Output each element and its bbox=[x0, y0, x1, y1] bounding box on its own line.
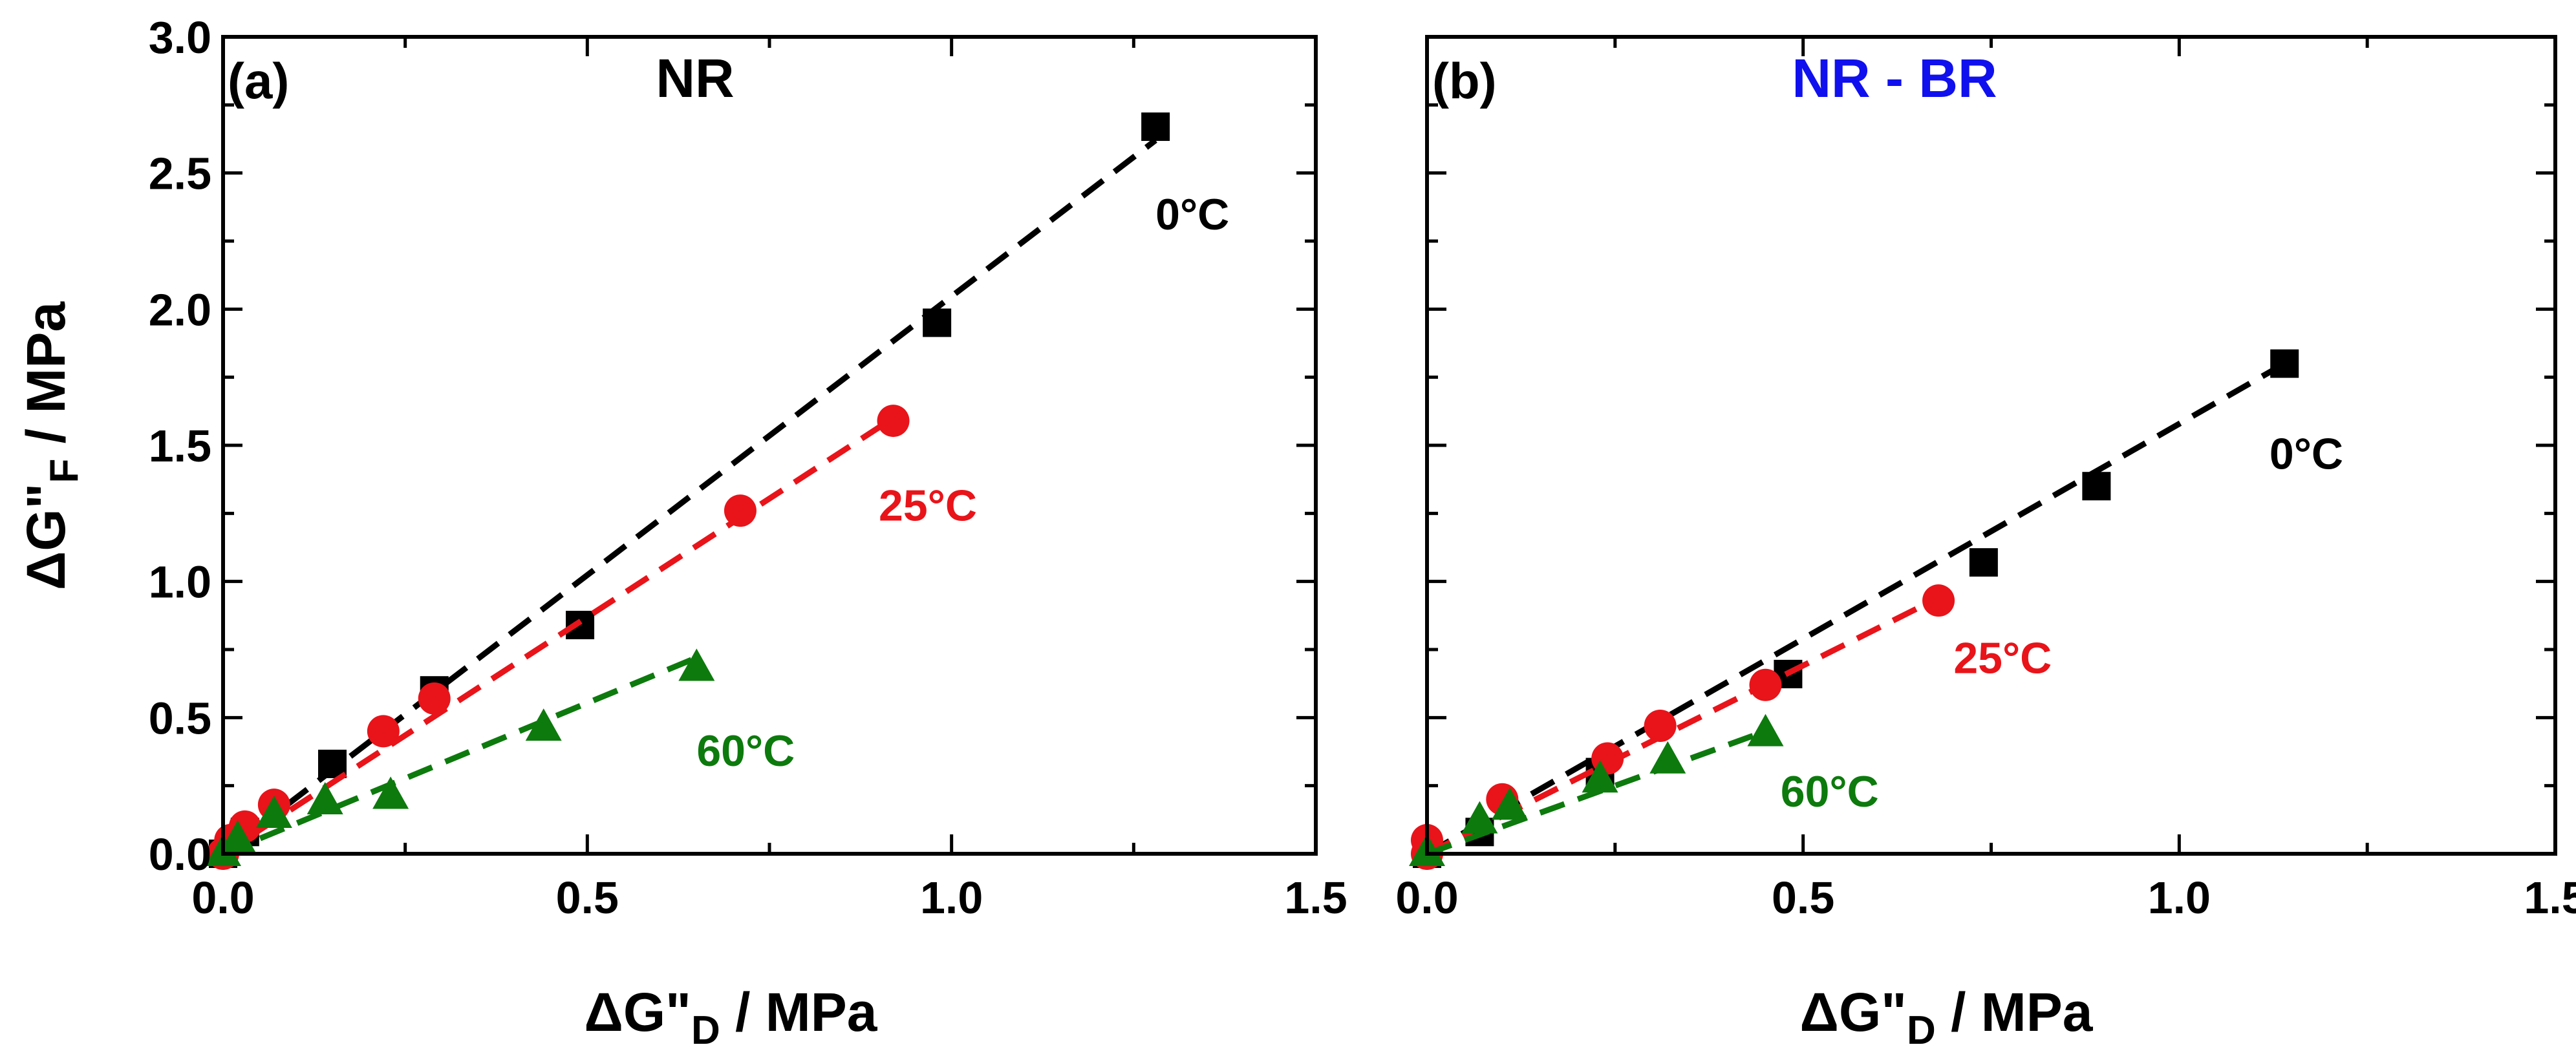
series-triangle-point bbox=[306, 781, 343, 814]
series-square-point bbox=[2082, 472, 2111, 501]
series-circle-point bbox=[1644, 709, 1677, 742]
x-tick-label: 0.0 bbox=[1395, 873, 1458, 923]
y-tick-label: 2.0 bbox=[149, 284, 211, 335]
y-tick-label: 0.5 bbox=[149, 693, 211, 743]
series-square-point bbox=[1969, 548, 1998, 577]
panel-a-title: NR bbox=[656, 48, 734, 109]
series-triangle-label: 60°C bbox=[696, 726, 795, 776]
panel-b-series-labels: 0°C 25°C 60°C bbox=[1781, 430, 2343, 816]
panel-a: 0.0 0.5 1.0 1.5 2.0 2.5 3.0 0.0 0.5 1.0 1.5 0°C 25… bbox=[16, 12, 1347, 1053]
series-triangle-point bbox=[219, 820, 256, 852]
panel-b-label: (b) bbox=[1432, 52, 1497, 109]
series-circle-point bbox=[724, 494, 757, 527]
x-tick-label: 0.0 bbox=[191, 873, 254, 923]
series-square-point bbox=[923, 308, 952, 337]
y-tick-label: 1.0 bbox=[149, 557, 211, 608]
panel-a-x-axis-title: ΔG"D / MPa bbox=[584, 982, 877, 1053]
series-triangle-point bbox=[1461, 801, 1498, 834]
series-triangle-label: 60°C bbox=[1781, 767, 1879, 816]
y-tick-label: 3.0 bbox=[149, 12, 211, 63]
panel-a-axis-ticks bbox=[221, 35, 1318, 856]
panel-a-y-tick-labels: 0.0 0.5 1.0 1.5 2.0 2.5 3.0 bbox=[149, 12, 211, 880]
panel-b-axis-ticks bbox=[1425, 35, 2557, 856]
series-triangle-fit-line bbox=[222, 655, 698, 857]
series-circle-fit-line bbox=[221, 416, 895, 856]
panel-b-frame bbox=[1425, 35, 2557, 856]
series-circle-point bbox=[1922, 584, 1955, 617]
series-circle-point bbox=[1749, 668, 1782, 701]
x-tick-label: 1.0 bbox=[920, 873, 983, 923]
panel-b-series-group bbox=[1409, 349, 2299, 870]
series-triangle-point bbox=[525, 708, 562, 741]
series-triangle-point bbox=[1649, 741, 1686, 774]
panel-a-x-tick-labels: 0.0 0.5 1.0 1.5 bbox=[191, 873, 1347, 923]
y-tick-label: 0.0 bbox=[149, 829, 211, 880]
series-square-point bbox=[2270, 349, 2299, 378]
x-tick-label: 1.5 bbox=[2524, 873, 2576, 923]
y-tick-label: 1.5 bbox=[149, 421, 211, 471]
x-tick-label: 0.5 bbox=[556, 873, 619, 923]
panel-b-x-axis-title: ΔG"D / MPa bbox=[1799, 982, 2093, 1053]
series-circle-point bbox=[367, 715, 400, 748]
series-circle-point bbox=[418, 682, 451, 715]
x-tick-label: 1.0 bbox=[2148, 873, 2211, 923]
x-tick-label: 0.5 bbox=[1772, 873, 1834, 923]
series-triangle-point bbox=[1582, 760, 1618, 793]
series-triangle-point bbox=[678, 648, 715, 681]
series-circle-point bbox=[877, 405, 910, 438]
series-square-label: 0°C bbox=[2270, 430, 2343, 479]
series-square-point bbox=[1141, 112, 1170, 142]
series-circle-label: 25°C bbox=[879, 481, 977, 531]
series-square-fit-line bbox=[1425, 361, 2286, 856]
x-tick-label: 1.5 bbox=[1284, 873, 1347, 923]
series-triangle-point bbox=[372, 776, 409, 809]
y-tick-label: 2.5 bbox=[149, 149, 211, 199]
panel-b-x-tick-labels: 0.0 0.5 1.0 1.5 bbox=[1395, 873, 2576, 923]
series-square-fit-line bbox=[221, 138, 1157, 856]
series-triangle-point bbox=[1491, 787, 1528, 820]
series-circle-label: 25°C bbox=[1953, 634, 2052, 683]
panel-a-label: (a) bbox=[228, 52, 289, 109]
series-square-label: 0°C bbox=[1155, 190, 1229, 239]
y-axis-title: ΔG"F / MPa bbox=[16, 301, 87, 590]
panel-a-series-group bbox=[205, 112, 1170, 870]
series-triangle-point bbox=[255, 796, 292, 829]
panel-b: 0.0 0.5 1.0 1.5 0°C 25°C 60°C (b) NR - BR ΔG"… bbox=[1395, 35, 2576, 1053]
series-triangle-point bbox=[1747, 714, 1784, 746]
panel-a-series-labels: 0°C 25°C 60°C bbox=[696, 190, 1229, 776]
panel-b-title: NR - BR bbox=[1792, 48, 1997, 109]
